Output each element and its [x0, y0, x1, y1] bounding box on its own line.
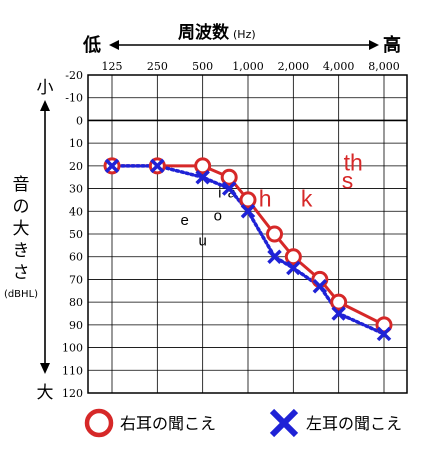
y-tick-label: 30	[69, 183, 83, 196]
speech-sound-label: u	[198, 232, 206, 249]
y-tick-label: 40	[69, 205, 83, 218]
right-ear-point	[220, 168, 238, 186]
x-tick-labels: 125 250 500 1,000 2,000 4,000 8,000	[102, 60, 400, 73]
y-tick-label: 50	[69, 228, 83, 241]
left-ear-point	[331, 306, 346, 321]
left-ear-line	[110, 164, 386, 336]
legend-right-ear-marker	[84, 408, 114, 438]
plot-grid	[87, 74, 408, 394]
y-tick-label: 90	[69, 319, 83, 332]
legend-left-ear-marker	[269, 408, 299, 438]
left-ear-point	[221, 181, 237, 196]
left-ear-point	[376, 326, 392, 342]
y-bottom-label: 大	[37, 383, 54, 403]
freq-arrow	[109, 40, 379, 50]
left-ear-point	[104, 158, 120, 174]
y-tick-label: 0	[76, 114, 83, 127]
x-tick-label: 500	[192, 60, 213, 73]
freq-axis-unit: (Hz)	[233, 28, 256, 41]
y-axis-unit: (dBHL)	[4, 289, 38, 300]
legend-left-ear-label: 左耳の聞こえ	[306, 414, 402, 433]
legend: 右耳の聞こえ 左耳の聞こえ	[84, 408, 402, 438]
y-tick-labels: -20 -10 0 10 20 30 40 50 60 70 80 90 100 110 120	[62, 69, 83, 400]
right-ear-point	[266, 225, 284, 243]
left-ear-point	[267, 249, 282, 264]
speech-sound-label: o	[214, 207, 222, 224]
x-tick-label: 125	[102, 60, 123, 73]
legend-right-ear-label: 右耳の聞こえ	[120, 414, 216, 433]
x-tick-label: 1,000	[232, 60, 264, 73]
x-tick-label: 4,000	[323, 60, 355, 73]
legend-left-ear: 左耳の聞こえ	[269, 408, 402, 438]
freq-high-label: 高	[383, 34, 401, 56]
x-tick-label: 250	[147, 60, 168, 73]
left-ear-point	[195, 169, 210, 185]
y-top-label: 小	[37, 78, 54, 98]
speech-sound-label: th	[344, 149, 363, 175]
freq-low-label: 低	[82, 34, 101, 56]
y-axis-title-char: の	[13, 197, 30, 217]
x-tick-label: 2,000	[278, 60, 310, 73]
speech-sound-label: e	[181, 212, 189, 229]
y-tick-label: -10	[65, 92, 83, 105]
left-ear-point	[150, 158, 165, 174]
right-ear-point	[194, 157, 212, 175]
speech-sound-label: s	[342, 168, 354, 194]
right-ear-point	[330, 293, 348, 311]
y-tick-label: 10	[69, 137, 83, 150]
speech-sound-label: h	[259, 186, 272, 212]
y-tick-label: 70	[69, 273, 83, 286]
speech-sound-label: k	[301, 186, 313, 212]
right-ear-point	[284, 248, 302, 266]
y-tick-label: 110	[62, 364, 83, 377]
y-tick-label: -20	[65, 69, 83, 82]
y-tick-label: 80	[69, 296, 83, 309]
left-ear-point	[240, 204, 256, 219]
y-tick-label: 120	[62, 387, 83, 400]
y-tick-label: 20	[69, 160, 83, 173]
x-tick-label: 8,000	[368, 60, 400, 73]
left-ear-point	[286, 260, 301, 276]
series-layer	[103, 157, 393, 342]
freq-axis-title: 周波数	[178, 22, 230, 43]
y-axis-title-char: さ	[13, 263, 30, 283]
y-arrow	[40, 100, 50, 374]
speech-sound-label: i	[218, 185, 221, 202]
y-tick-label: 100	[62, 342, 83, 355]
y-axis-title-char: 音	[13, 175, 30, 195]
y-tick-label: 60	[69, 251, 83, 264]
y-axis-title-char: 大	[13, 219, 30, 239]
right-ear-point	[239, 191, 257, 209]
legend-right-ear: 右耳の聞こえ	[84, 408, 216, 438]
y-axis-title-char: き	[13, 241, 30, 261]
left-ear-point	[312, 279, 328, 294]
right-ear-line	[112, 164, 385, 327]
